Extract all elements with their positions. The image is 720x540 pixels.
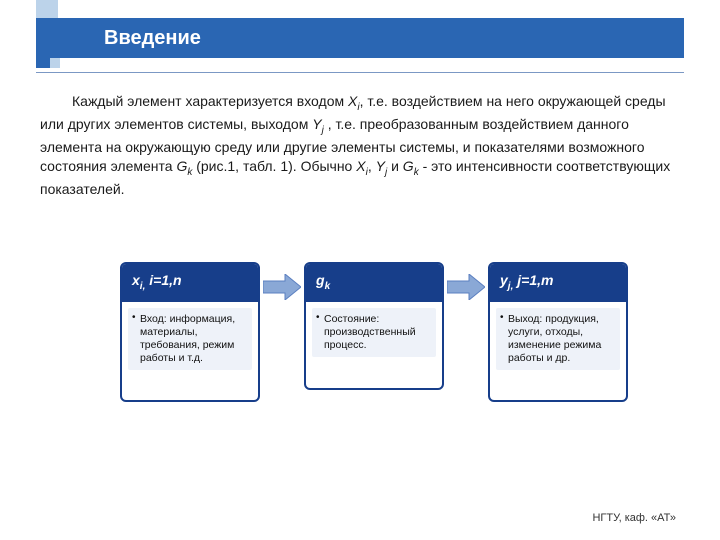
flow-card-state: gk Состояние: производственный процесс. — [304, 262, 444, 390]
arrow-shape — [263, 274, 301, 300]
flow-diagram: xi, i=1,n Вход: информация, материалы, т… — [120, 262, 660, 402]
title-band: Введение — [36, 18, 684, 58]
deco-square-2 — [36, 58, 50, 68]
arrow-icon — [444, 274, 488, 300]
paragraph-text: Каждый элемент характеризуется входом Xi… — [40, 92, 680, 200]
slide: Введение Каждый элемент характеризуется … — [0, 0, 720, 540]
body-paragraph: Каждый элемент характеризуется входом Xi… — [40, 92, 680, 200]
arrow-shape — [447, 274, 485, 300]
card-bullet: Вход: информация, материалы, требования,… — [128, 308, 252, 371]
flow-card-output: yj, j=1,m Выход: продукция, услуги, отхо… — [488, 262, 628, 402]
flow-card-input: xi, i=1,n Вход: информация, материалы, т… — [120, 262, 260, 402]
page-title: Введение — [104, 27, 201, 50]
footer-text: НГТУ, каф. «АТ» — [592, 512, 676, 524]
arrow-icon — [260, 274, 304, 300]
card-bullet: Выход: продукция, услуги, отходы, измене… — [496, 308, 620, 371]
card-header: xi, i=1,n — [122, 264, 258, 302]
card-bullet: Состояние: производственный процесс. — [312, 308, 436, 357]
card-body: Состояние: производственный процесс. — [306, 302, 442, 388]
card-header: yj, j=1,m — [490, 264, 626, 302]
card-header: gk — [306, 264, 442, 302]
card-body: Выход: продукция, услуги, отходы, измене… — [490, 302, 626, 401]
header-divider — [36, 72, 684, 73]
card-body: Вход: информация, материалы, требования,… — [122, 302, 258, 401]
deco-square-1 — [36, 0, 58, 18]
deco-square-3 — [50, 58, 60, 68]
